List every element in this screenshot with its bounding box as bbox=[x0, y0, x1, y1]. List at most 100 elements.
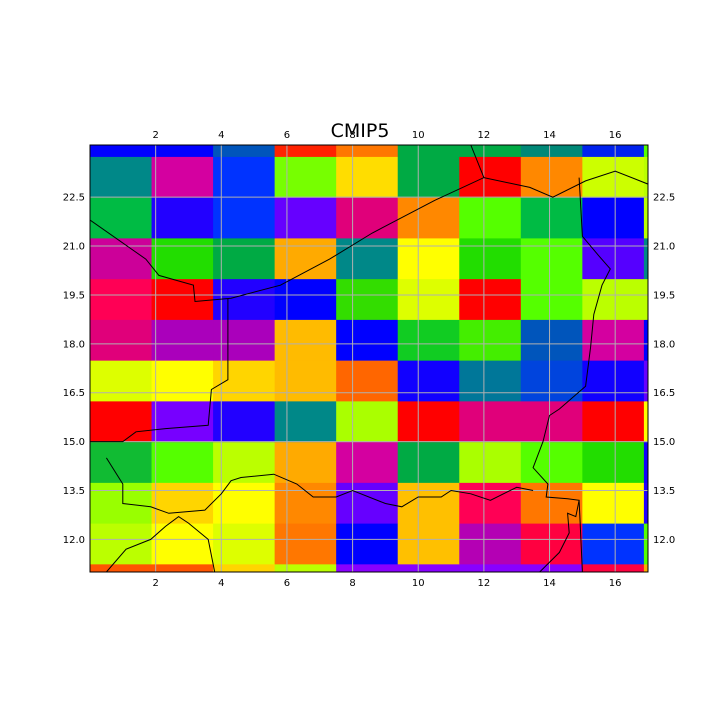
grid-cell bbox=[459, 156, 522, 198]
grid-cell bbox=[459, 197, 522, 239]
grid-cell bbox=[459, 400, 522, 443]
grid-cell bbox=[274, 400, 337, 443]
grid-cell bbox=[643, 523, 648, 565]
y-tick-label-left: 16.5 bbox=[63, 388, 85, 399]
grid-cell bbox=[459, 563, 522, 572]
grid-cell bbox=[520, 563, 583, 572]
grid-cell bbox=[213, 441, 276, 483]
grid-cell bbox=[151, 523, 214, 565]
x-tick-label-top: 14 bbox=[543, 130, 556, 141]
grid-cell bbox=[397, 563, 460, 572]
x-tick-label-top: 4 bbox=[218, 130, 224, 141]
grid-cell bbox=[336, 197, 399, 239]
coastline bbox=[105, 457, 534, 514]
grid-cell bbox=[336, 441, 399, 483]
x-tick-label-top: 8 bbox=[349, 130, 355, 141]
grid-cell bbox=[643, 400, 648, 443]
grid-cell bbox=[213, 482, 276, 524]
grid-cell bbox=[520, 441, 583, 483]
grid-cell bbox=[397, 523, 460, 565]
grid-cell bbox=[397, 441, 460, 483]
coastline bbox=[578, 500, 583, 572]
grid-cell bbox=[151, 563, 214, 572]
y-tick-label-left: 13.5 bbox=[63, 486, 85, 497]
x-tick-label-bottom: 16 bbox=[609, 578, 622, 589]
grid-cell bbox=[213, 523, 276, 565]
grid-cell bbox=[459, 319, 522, 361]
grid-cell bbox=[151, 145, 214, 157]
grid-cell bbox=[459, 360, 522, 402]
grid-cell bbox=[213, 400, 276, 443]
grid-cell bbox=[459, 237, 522, 280]
grid-cell bbox=[336, 563, 399, 572]
grid-cell bbox=[274, 441, 337, 483]
x-tick-label-bottom: 6 bbox=[284, 578, 290, 589]
grid-cell bbox=[336, 523, 399, 565]
grid-cell bbox=[582, 441, 645, 483]
grid-cell bbox=[274, 156, 337, 198]
x-tick-label-top: 2 bbox=[152, 130, 158, 141]
grid-cell bbox=[582, 563, 645, 572]
grid-cell bbox=[520, 145, 583, 157]
grid-cell bbox=[90, 145, 153, 157]
grid-cell bbox=[151, 400, 214, 443]
grid-cell bbox=[459, 441, 522, 483]
x-tick-label-bottom: 12 bbox=[478, 578, 491, 589]
x-tick-label-bottom: 10 bbox=[412, 578, 425, 589]
coastline bbox=[470, 145, 485, 178]
grid-cell bbox=[397, 237, 460, 280]
y-tick-label-left: 19.5 bbox=[63, 290, 85, 301]
grid-cell bbox=[336, 278, 399, 320]
grid-cell bbox=[213, 360, 276, 402]
x-tick-label-bottom: 8 bbox=[349, 578, 355, 589]
grid-cell bbox=[582, 278, 645, 320]
coastline bbox=[90, 170, 648, 303]
y-tick-label-right: 12.0 bbox=[653, 535, 675, 546]
grid-cell bbox=[520, 156, 583, 198]
grid-cell bbox=[397, 145, 460, 157]
grid-cell bbox=[90, 237, 153, 280]
grid-cell bbox=[151, 319, 214, 361]
grid-cell bbox=[520, 360, 583, 402]
grid-cell bbox=[336, 360, 399, 402]
y-tick-label-right: 21.0 bbox=[653, 242, 675, 253]
map-title: CMIP5 bbox=[330, 120, 390, 142]
grid-cell bbox=[336, 482, 399, 524]
grid-cell bbox=[397, 400, 460, 443]
grid-cell bbox=[274, 278, 337, 320]
grid-cell bbox=[643, 441, 648, 483]
y-tick-label-left: 12.0 bbox=[63, 535, 85, 546]
grid-cell bbox=[643, 197, 648, 239]
grid-cell bbox=[397, 360, 460, 402]
coastline bbox=[106, 515, 216, 572]
grid-cell bbox=[151, 482, 214, 524]
grid-cell bbox=[520, 237, 583, 280]
grid-cell bbox=[643, 156, 648, 198]
grid-cell bbox=[459, 523, 522, 565]
grid-cell bbox=[643, 278, 648, 320]
grid-cell bbox=[90, 278, 153, 320]
grid-cell bbox=[459, 278, 522, 320]
y-tick-label-left: 18.0 bbox=[63, 339, 85, 350]
grid-cell bbox=[213, 197, 276, 239]
grid-cell bbox=[520, 319, 583, 361]
y-tick-label-right: 18.0 bbox=[653, 339, 675, 350]
grid-cell bbox=[582, 400, 645, 443]
grid-cell bbox=[643, 145, 648, 157]
grid-cell bbox=[459, 145, 522, 157]
grid-cell bbox=[336, 156, 399, 198]
y-tick-label-right: 19.5 bbox=[653, 290, 675, 301]
grid-cell bbox=[274, 319, 337, 361]
grid-cell bbox=[90, 360, 153, 402]
grid-cell bbox=[582, 197, 645, 239]
grid-cell bbox=[90, 523, 153, 565]
coastlines bbox=[90, 145, 648, 572]
grid-cell bbox=[90, 563, 153, 572]
grid-cell bbox=[643, 482, 648, 524]
grid-cell bbox=[90, 197, 153, 239]
y-tick-label-right: 15.0 bbox=[653, 437, 675, 448]
y-tick-label-right: 22.5 bbox=[653, 193, 675, 204]
y-tick-label-left: 21.0 bbox=[63, 242, 85, 253]
grid-cell bbox=[90, 319, 153, 361]
y-tick-label-left: 15.0 bbox=[63, 437, 85, 448]
